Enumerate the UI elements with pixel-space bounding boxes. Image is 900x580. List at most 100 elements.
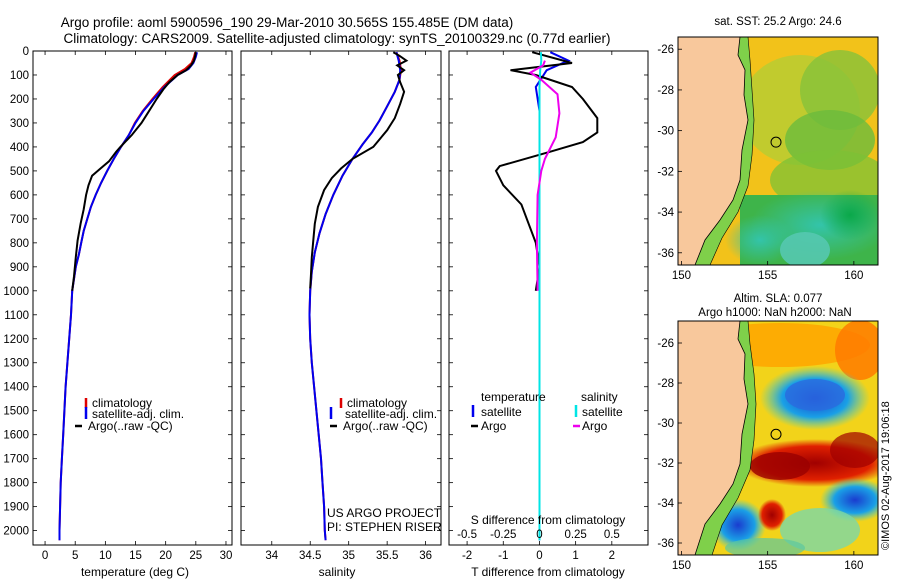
sst-map-title: sat. SST: 25.2 Argo: 24.6: [714, 16, 841, 28]
sst-land-mass: [678, 37, 748, 265]
sla-map-subtitle: Argo h1000: NaN h2000: NaN: [698, 307, 851, 319]
imos-credit: ©IMOS 02-Aug-2017 19:06:18: [880, 401, 892, 550]
salinity-plot-frame: [240, 50, 442, 546]
temperature-panel: 0100200300400500600700800900100011001200…: [3, 46, 233, 579]
depth-tick-label: 500: [10, 166, 29, 178]
sst-map-axes: 150 155 160 -26 -28 -30 -32 -34 -36: [657, 44, 863, 282]
lat-tick-label: -26: [657, 44, 674, 56]
series-satellite-adj-clim-line: [58, 51, 198, 541]
depth-tick-label: 1100: [4, 310, 29, 322]
project-line-2: PI: STEPHEN RISER: [327, 520, 442, 534]
salinity-panel: 34 34.5 35 35.5 36 salinity climatology sate…: [240, 50, 442, 579]
x-tick-label: 36: [419, 550, 432, 562]
sla-field: [678, 321, 878, 555]
lon-tick-label: 155: [758, 560, 777, 572]
lon-tick-label: 150: [672, 560, 691, 572]
title-line-1: Argo profile: aoml 5900596_190 29-Mar-20…: [61, 15, 514, 30]
lat-tick-label: -26: [657, 338, 674, 350]
x-tick-label: 20: [159, 550, 172, 562]
difference-plot-frame: [448, 50, 649, 546]
difference-secondary-ticks: -0.5 -0.25 0 0.25 0.5: [457, 529, 620, 541]
depth-tick-label: 300: [10, 118, 29, 130]
lon-tick-label: 155: [758, 270, 777, 282]
x-tick-label: 2: [609, 550, 615, 562]
lat-tick-label: -28: [657, 85, 674, 97]
difference-legend: temperature salinity satellite Argo sate…: [471, 390, 623, 433]
x-tick-label: 1: [572, 550, 578, 562]
series-t-argo-line: [494, 51, 599, 291]
sst-map-frame: [677, 36, 879, 266]
lat-tick-label: -32: [657, 458, 674, 470]
legend-label-satellite: satellite-adj. clim.: [345, 407, 437, 421]
project-line-1: US ARGO PROJECT: [327, 506, 442, 520]
depth-tick-label: 2000: [3, 526, 29, 538]
sst-map: sat. SST: 25.2 Argo: 24.6 150 155 160 -26 -2…: [657, 16, 879, 282]
lat-tick-label: -36: [657, 248, 674, 260]
depth-tick-label: 1200: [3, 334, 29, 346]
difference-x2label: S difference from climatology: [471, 513, 626, 527]
temperature-legend: climatology satellite-adj. clim. Argo(..…: [75, 396, 184, 433]
salinity-diff-tick-label: 0.5: [604, 529, 620, 541]
series-climatology-line: [308, 51, 403, 541]
depth-tick-label: 1800: [3, 478, 29, 490]
series-satellite-adj-clim-line: [308, 51, 402, 541]
x-tick-label: 35: [342, 550, 355, 562]
series-argo-raw-qc-line: [309, 51, 409, 289]
depth-tick-label: 100: [10, 70, 29, 82]
x-tick-label: 35.5: [376, 550, 398, 562]
x-tick-label: 0: [42, 550, 48, 562]
x-tick-label: 0: [536, 550, 542, 562]
series-argo-raw-qc-line: [71, 52, 197, 291]
salinity-legend: climatology satellite-adj. clim. Argo(..…: [329, 396, 437, 433]
series-s-argo-line: [528, 60, 561, 291]
salinity-xlabel: salinity: [319, 565, 356, 579]
depth-tick-label: 600: [10, 190, 29, 202]
sla-map: Altim. SLA: 0.077 Argo h1000: NaN h2000:…: [657, 293, 879, 572]
sla-land-mass: [678, 321, 748, 555]
legend-label-t-satellite: satellite: [481, 405, 522, 419]
lat-tick-label: -36: [657, 538, 674, 550]
lat-tick-label: -28: [657, 378, 674, 390]
legend-label-s-satellite: satellite: [582, 405, 623, 419]
salinity-diff-tick-label: 0.25: [564, 529, 586, 541]
difference-panel: -2 -1 0 1 2 T difference from climatology S …: [448, 50, 649, 579]
sst-field: [678, 37, 878, 265]
depth-tick-label: 1000: [3, 286, 29, 298]
x-tick-label: 5: [72, 550, 78, 562]
difference-lines: [494, 51, 599, 541]
legend-header-salinity: salinity: [581, 390, 618, 404]
depth-tick-label: 1700: [3, 454, 29, 466]
salinity-diff-tick-label: -0.5: [457, 529, 477, 541]
series-climatology-line: [58, 51, 197, 541]
depth-tick-label: 1400: [3, 382, 29, 394]
depth-tick-label: 1600: [3, 430, 29, 442]
salinity-diff-tick-label: -0.25: [490, 529, 516, 541]
series-t-satellite-line: [534, 51, 571, 541]
depth-tick-label: 900: [10, 262, 29, 274]
depth-tick-label: 1300: [3, 358, 29, 370]
lat-tick-label: -30: [657, 126, 674, 138]
depth-tick-label: 200: [10, 94, 29, 106]
sla-map-frame: [677, 320, 879, 556]
difference-xlabel: T difference from climatology: [471, 565, 625, 579]
lon-tick-label: 160: [844, 270, 863, 282]
depth-tick-label: 1900: [3, 502, 29, 514]
title-line-2: Climatology: CARS2009. Satellite-adjuste…: [63, 31, 610, 46]
temperature-lines: [58, 51, 198, 541]
temperature-plot-frame: [32, 50, 233, 546]
salinity-diff-tick-label: 0: [536, 529, 542, 541]
lon-tick-label: 150: [672, 270, 691, 282]
x-tick-label: 30: [220, 550, 233, 562]
legend-label-satellite: satellite-adj. clim.: [92, 407, 184, 421]
depth-tick-label: 0: [23, 46, 29, 58]
lat-tick-label: -32: [657, 166, 674, 178]
x-tick-label: 15: [129, 550, 142, 562]
legend-header-temperature: temperature: [481, 390, 546, 404]
difference-ticks: -2 -1 0 1 2: [449, 50, 648, 562]
x-tick-label: 25: [189, 550, 202, 562]
x-tick-label: -1: [498, 550, 508, 562]
lat-tick-label: -30: [657, 418, 674, 430]
depth-tick-label: 700: [10, 214, 29, 226]
x-tick-label: 34: [265, 550, 278, 562]
lat-tick-label: -34: [657, 207, 674, 219]
